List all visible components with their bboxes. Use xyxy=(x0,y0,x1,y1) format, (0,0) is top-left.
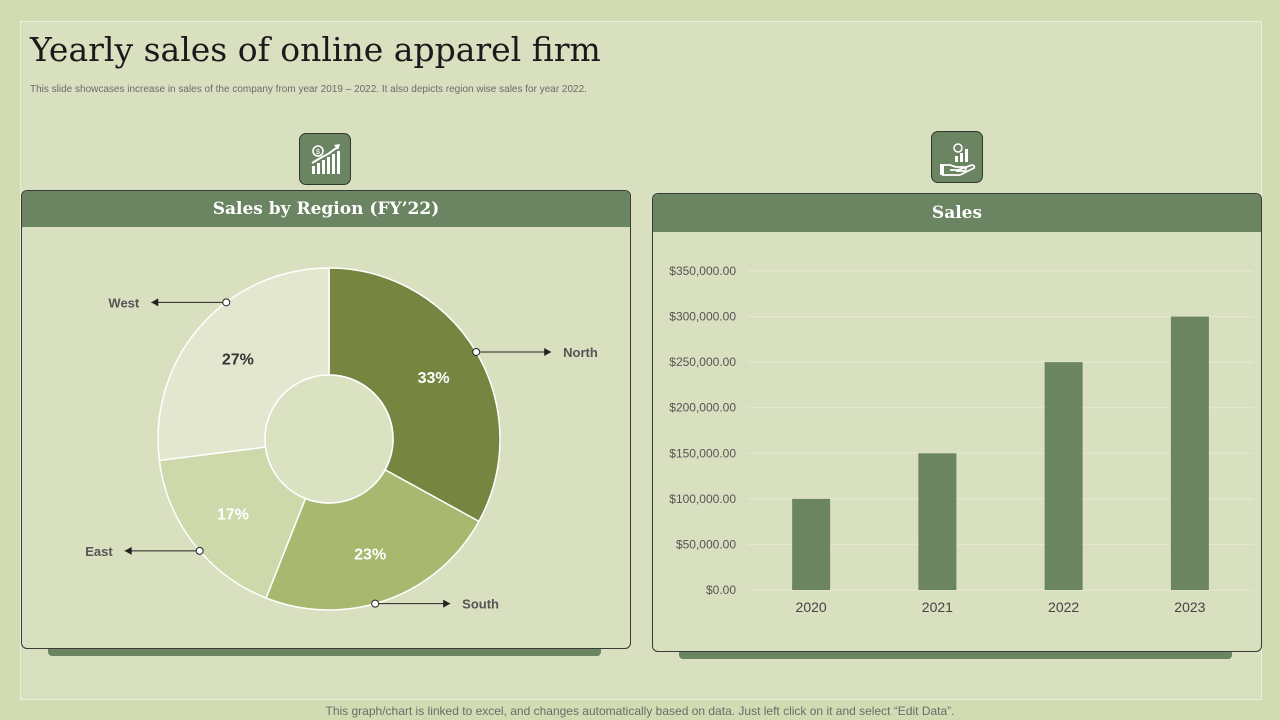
pie-label-east: 17% xyxy=(217,506,249,523)
page-subtitle: This slide showcases increase in sales o… xyxy=(30,84,587,95)
region-name-north: North xyxy=(563,345,598,360)
x-tick-label: 2023 xyxy=(1174,599,1205,615)
y-tick-label: $300,000.00 xyxy=(669,310,736,324)
page-title: Yearly sales of online apparel firm xyxy=(30,30,601,69)
svg-text:$: $ xyxy=(316,149,320,156)
region-name-east: East xyxy=(85,544,113,559)
bar-2023 xyxy=(1170,316,1209,590)
callout-arrow-south xyxy=(443,599,451,608)
x-tick-label: 2020 xyxy=(796,599,827,615)
sales-bar-chart: $0.00 $50,000.00 $100,000.00 $150,000.00 $20… xyxy=(669,264,1253,615)
y-tick-label: $100,000.00 xyxy=(669,492,736,506)
pie-label-north: 33% xyxy=(418,370,450,387)
y-tick-label: $200,000.00 xyxy=(669,401,736,415)
region-sales-panel: Sales by Region (FY’22) 33% 23% 17% 27% Nor… xyxy=(21,190,631,649)
callout-dot-east xyxy=(195,546,204,555)
callout-arrow-west xyxy=(151,298,159,307)
region-donut-chart: 33% 23% 17% 27% North South East West xyxy=(85,267,598,612)
region-panel-title: Sales by Region (FY’22) xyxy=(22,191,630,227)
y-tick-label: $50,000.00 xyxy=(676,537,736,551)
left-panel-shadow xyxy=(48,648,601,656)
y-tick-label: $0.00 xyxy=(706,583,736,597)
y-tick-label: $350,000.00 xyxy=(669,264,736,278)
sales-panel-title: Sales xyxy=(653,194,1261,232)
region-name-west: West xyxy=(108,295,139,310)
bar-2021 xyxy=(918,453,957,590)
y-tick-label: $250,000.00 xyxy=(669,355,736,369)
callout-dot-north xyxy=(472,347,481,356)
callout-arrow-north xyxy=(544,347,552,356)
bar-2020 xyxy=(792,498,831,590)
x-tick-label: 2022 xyxy=(1048,599,1079,615)
pie-label-west: 27% xyxy=(222,352,254,369)
donut-hole xyxy=(264,374,394,504)
footer-note: This graph/chart is linked to excel, and… xyxy=(325,704,955,718)
pie-label-south: 23% xyxy=(354,546,386,563)
bar-2022 xyxy=(1044,362,1083,590)
money-hand-icon xyxy=(931,131,983,183)
growth-chart-icon: $ xyxy=(299,133,351,185)
x-tick-label: 2021 xyxy=(922,599,953,615)
callout-dot-south xyxy=(371,599,380,608)
region-name-south: South xyxy=(462,597,499,612)
right-panel-shadow xyxy=(679,651,1232,659)
yearly-sales-panel: Sales $0.00 $50,000.00 $100,000.00 $150,000… xyxy=(652,193,1262,652)
y-tick-label: $150,000.00 xyxy=(669,446,736,460)
callout-arrow-east xyxy=(124,546,132,555)
callout-dot-west xyxy=(222,298,231,307)
